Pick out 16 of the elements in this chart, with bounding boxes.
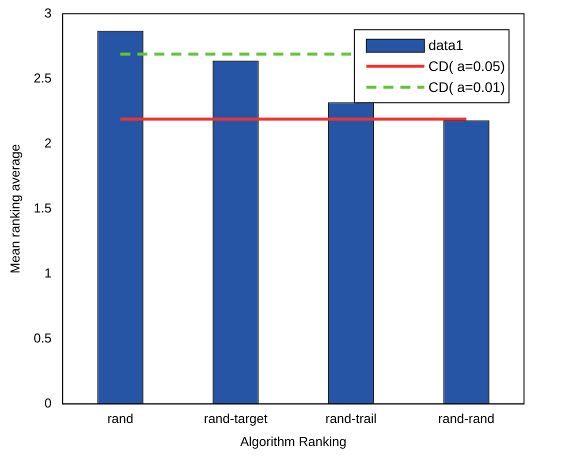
legend-label: data1 — [428, 37, 464, 54]
legend-label: CD( a=0.05) — [428, 58, 506, 74]
x-tick-label: rand-trail — [325, 411, 377, 426]
x-axis-title: Algorithm Ranking — [240, 434, 346, 449]
y-tick-label: 0 — [44, 395, 52, 410]
y-tick-label: 1 — [44, 265, 52, 280]
x-tick-label: rand-rand — [438, 411, 495, 426]
y-tick-label: 2.5 — [34, 70, 52, 86]
y-tick-label: 1.5 — [34, 200, 52, 216]
y-tick-label: 3 — [44, 5, 52, 20]
y-axis-title: Mean ranking average — [7, 144, 22, 274]
x-tick-label: rand-target — [204, 411, 268, 426]
x-tick-label: rand — [107, 411, 134, 426]
y-tick-label: 0.5 — [34, 330, 52, 346]
legend-label: CD( a=0.01) — [428, 79, 506, 96]
y-tick-label: 2 — [44, 135, 52, 150]
